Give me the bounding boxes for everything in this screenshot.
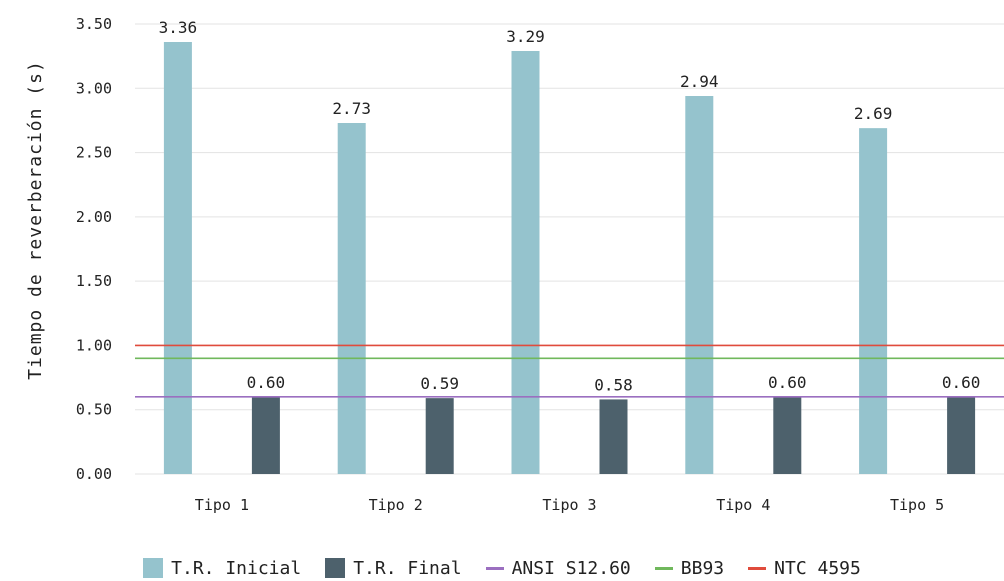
legend-swatch <box>654 566 673 570</box>
legend-label: ANSI S12.60 <box>511 557 631 579</box>
legend-swatch <box>748 566 767 570</box>
bar-tr-final <box>251 396 280 474</box>
reference-lines <box>135 344 1004 398</box>
y-tick-label: 1.50 <box>76 272 112 290</box>
legend-swatch <box>143 558 164 578</box>
legend-item-reference: ANSI S12.60 <box>485 557 631 579</box>
y-tick-label: 0.00 <box>76 465 112 483</box>
legend-label: BB93 <box>680 557 725 579</box>
bar-tr-inicial <box>859 128 888 474</box>
bar-tr-inicial <box>337 123 366 474</box>
bar-tr-inicial <box>685 96 714 474</box>
bar-tr-final <box>947 396 976 474</box>
data-label: 2.73 <box>332 99 371 118</box>
data-label: 0.60 <box>768 373 807 392</box>
legend-item-reference: BB93 <box>654 557 725 579</box>
bar-tr-inicial <box>511 51 540 474</box>
legend-swatch <box>485 566 504 570</box>
x-tick-label: Tipo 4 <box>716 496 770 514</box>
legend-item-reference: NTC 4595 <box>748 558 861 579</box>
bar-tr-final <box>773 396 802 474</box>
legend-label: NTC 4595 <box>774 557 861 579</box>
bars <box>163 42 976 474</box>
legend-item-series: T.R. Inicial <box>143 558 301 579</box>
data-label: 0.60 <box>247 373 286 392</box>
y-tick-label: 0.50 <box>76 401 112 419</box>
x-tick-label: Tipo 2 <box>369 496 423 514</box>
legend-label: T.R. Inicial <box>171 557 302 579</box>
legend-label: T.R. Final <box>353 557 462 579</box>
bar-tr-inicial <box>163 42 192 474</box>
y-tick-label: 2.00 <box>76 208 112 226</box>
data-label: 0.60 <box>942 373 981 392</box>
data-labels: 3.36 0.60 2.73 0.59 3.29 0.58 2.94 0.60 2.69 0.60 <box>159 18 981 394</box>
data-label: 0.59 <box>420 374 459 393</box>
bar-tr-final <box>599 399 628 474</box>
legend-item-series: T.R. Final <box>325 557 462 579</box>
data-label: 2.69 <box>854 104 893 123</box>
y-tick-label: 2.50 <box>76 144 112 162</box>
legend: T.R. Inicial T.R. Final ANSI S12.60 BB93 NTC… <box>0 556 1004 580</box>
y-tick-label: 3.00 <box>76 79 112 97</box>
y-axis-ticks: 0.00 0.50 1.00 1.50 2.00 2.50 3.00 3.50 <box>76 15 112 483</box>
x-axis-ticks: Tipo 1 Tipo 2 Tipo 3 Tipo 4 Tipo 5 <box>195 496 944 514</box>
x-tick-label: Tipo 3 <box>542 496 596 514</box>
bar-tr-final <box>425 398 454 474</box>
data-label: 3.36 <box>159 18 198 37</box>
y-tick-label: 3.50 <box>76 15 112 33</box>
bar-chart: 0.00 0.50 1.00 1.50 2.00 2.50 3.00 3.50 3.36 0.6… <box>25 15 1004 514</box>
data-label: 2.94 <box>680 72 719 91</box>
x-tick-label: Tipo 1 <box>195 496 249 514</box>
y-tick-label: 1.00 <box>76 336 112 354</box>
x-tick-label: Tipo 5 <box>890 496 944 514</box>
legend-swatch <box>325 558 346 578</box>
data-label: 0.58 <box>594 375 633 394</box>
y-axis-label: Tiempo de reverberación (s) <box>25 60 46 380</box>
data-label: 3.29 <box>506 27 545 46</box>
